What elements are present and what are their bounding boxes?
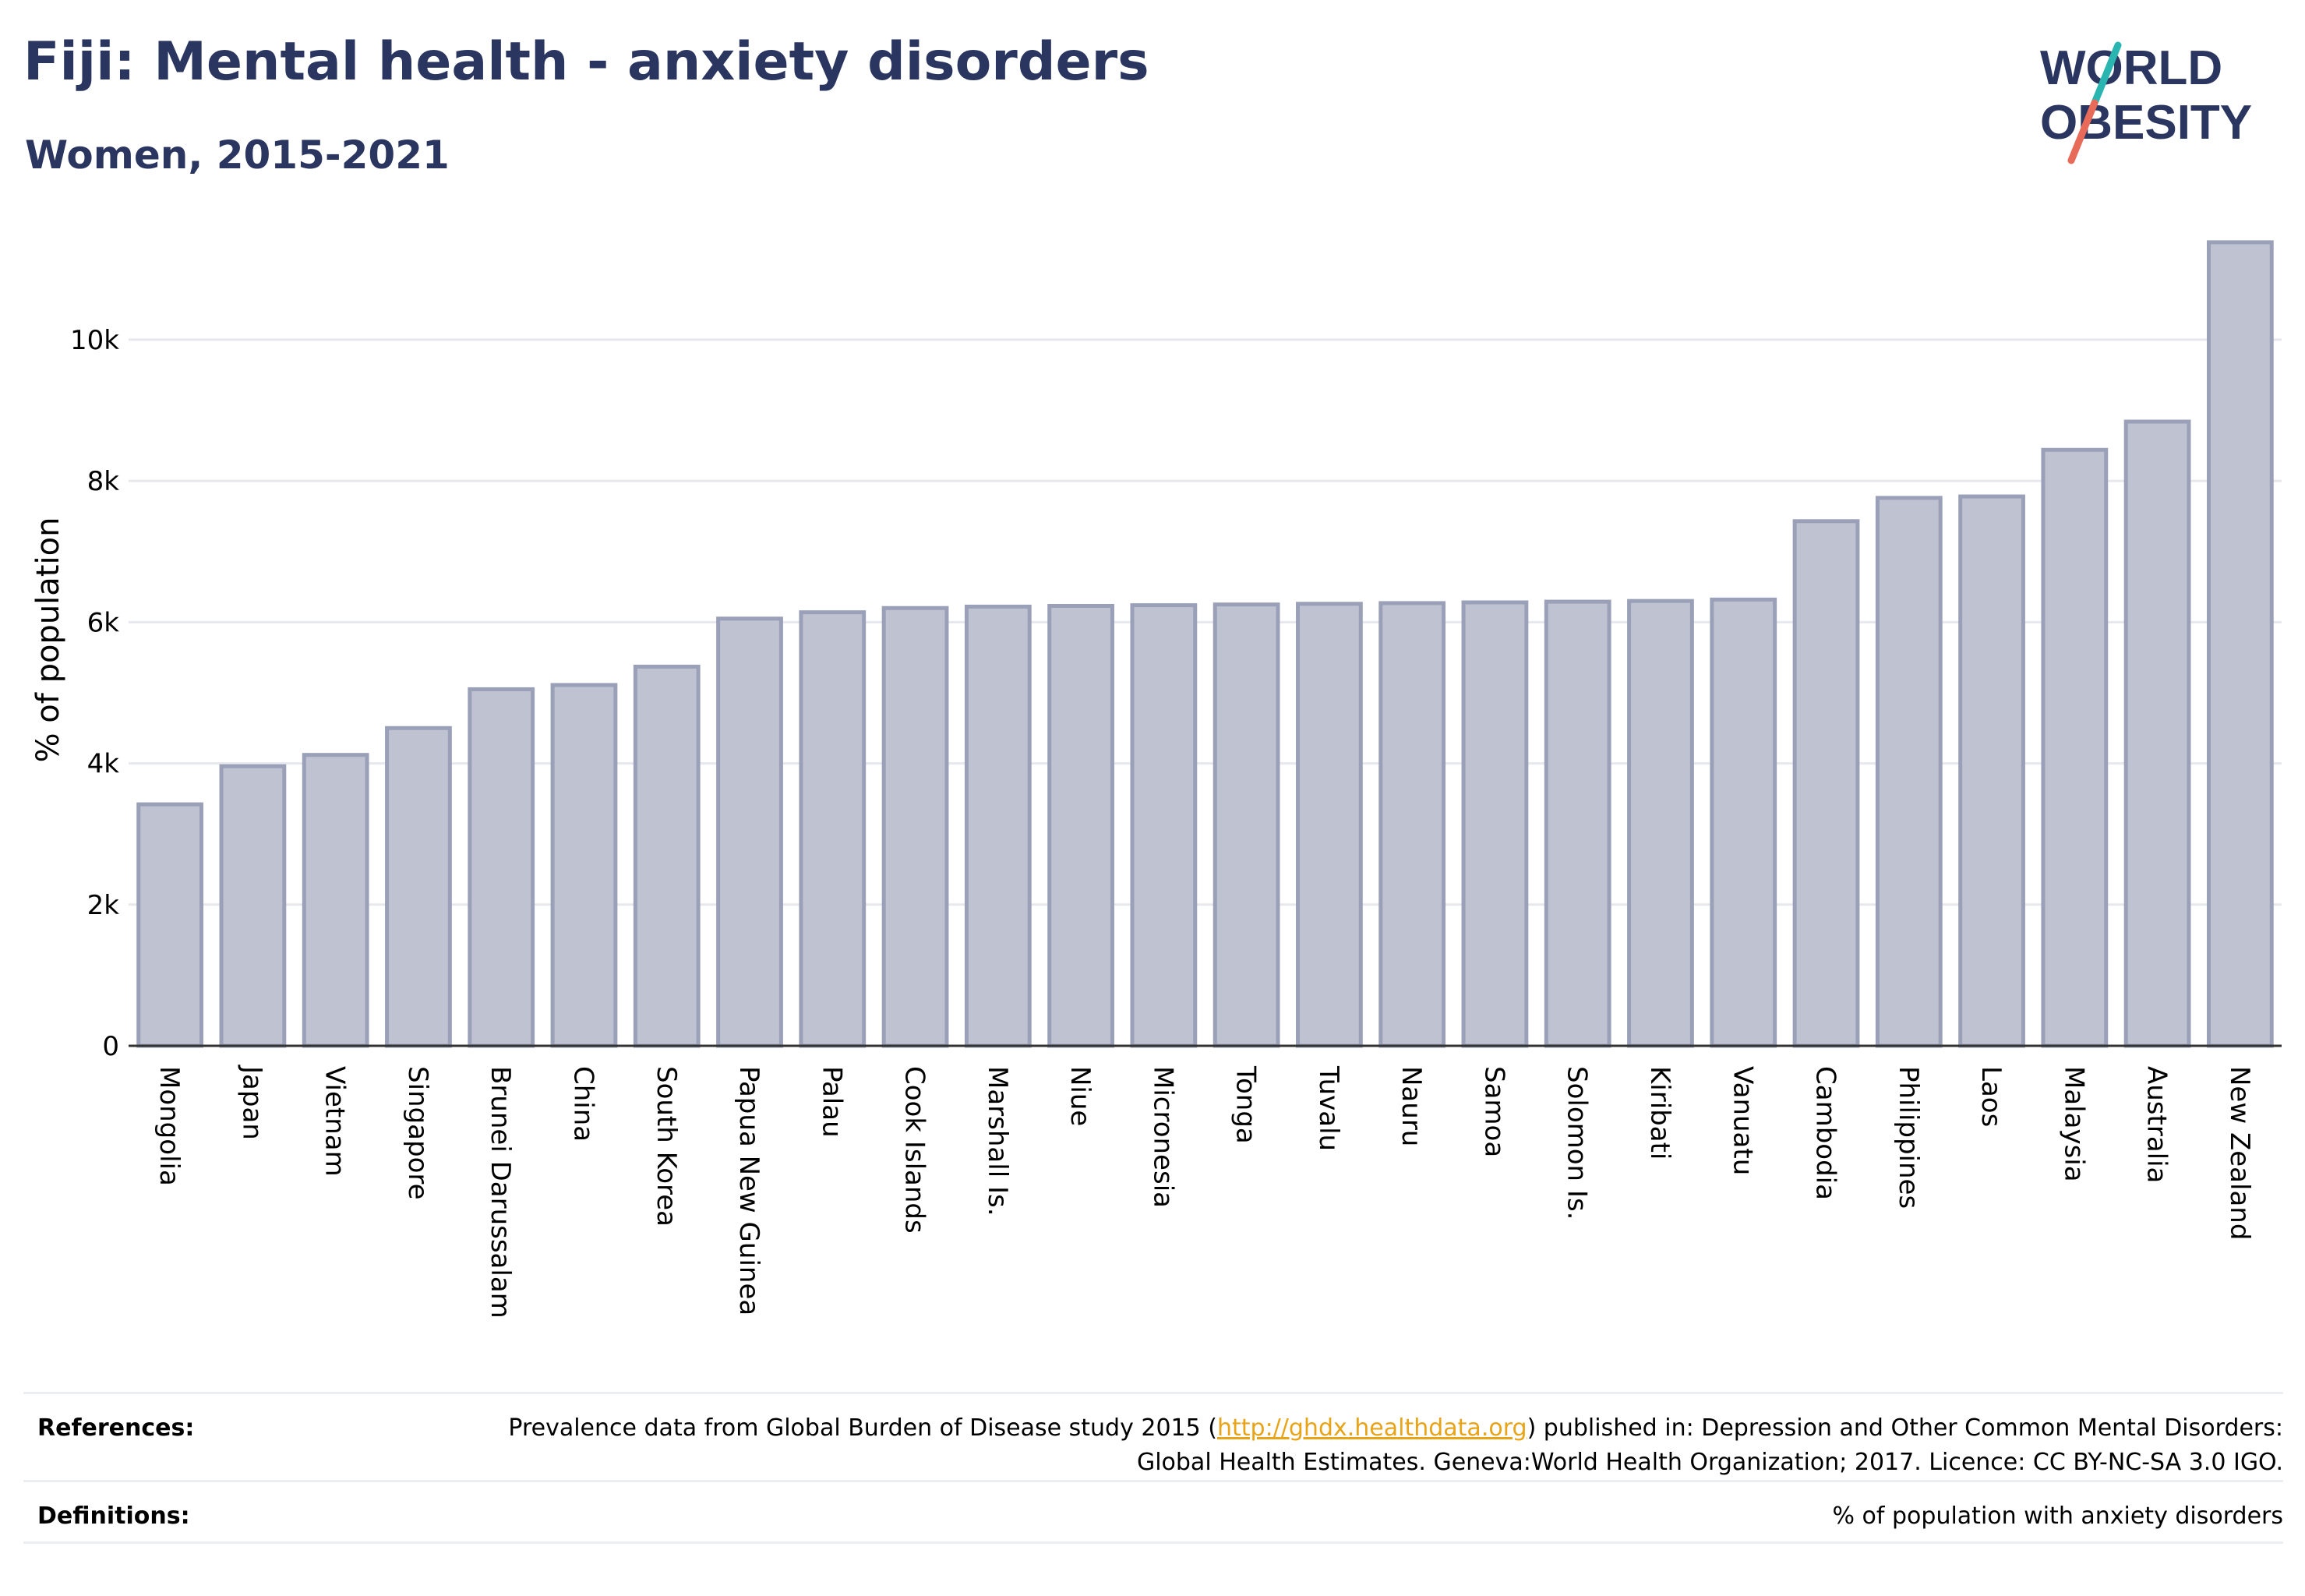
x-tick-label: Cambodia — [1810, 1066, 1841, 1200]
bar[interactable] — [1958, 494, 2025, 1048]
x-tick-label: Vanuatu — [1727, 1066, 1758, 1175]
x-tick-label: Tuvalu — [1313, 1065, 1344, 1151]
bar[interactable] — [881, 606, 949, 1048]
y-axis-label: % of population — [30, 517, 66, 763]
bar[interactable] — [1378, 601, 1446, 1048]
y-axis-ticks: 0 2k 4k 6k 8k 10k — [70, 325, 119, 1062]
x-tick-label: Australia — [2141, 1066, 2173, 1183]
bar[interactable] — [1047, 604, 1114, 1048]
bar[interactable] — [219, 764, 287, 1048]
references-row: References: Prevalence data from Global … — [23, 1392, 2283, 1480]
bar[interactable] — [468, 687, 535, 1048]
x-tick-label: Mongolia — [154, 1066, 185, 1186]
bar[interactable] — [1296, 602, 1363, 1048]
y-tick-label: 4k — [87, 749, 120, 780]
y-tick-label: 8k — [87, 466, 120, 497]
references-text-before: Prevalence data from Global Burden of Di… — [508, 1414, 1217, 1442]
bar[interactable] — [2206, 240, 2274, 1048]
x-tick-label: Cook Islands — [899, 1066, 930, 1234]
x-tick-label: Japan — [236, 1065, 267, 1140]
references-label: References: — [37, 1414, 195, 1442]
bar[interactable] — [2041, 447, 2109, 1048]
bar[interactable] — [1213, 602, 1280, 1048]
x-tick-label: Papua New Guinea — [733, 1066, 764, 1315]
x-tick-label: New Zealand — [2224, 1066, 2255, 1240]
bar[interactable] — [1130, 603, 1198, 1048]
y-tick-label: 10k — [70, 325, 119, 356]
x-tick-label: Vietnam — [319, 1066, 351, 1177]
x-axis-ticks: Mongolia Japan Vietnam Singapore Brunei Daru… — [154, 1065, 2255, 1319]
bar[interactable] — [799, 610, 867, 1048]
x-tick-label: Brunei Darussalam — [485, 1066, 516, 1319]
x-tick-label: Tonga — [1230, 1065, 1262, 1144]
x-tick-label: Samoa — [1478, 1066, 1509, 1157]
definitions-label: Definitions: — [37, 1502, 190, 1530]
bar[interactable] — [2123, 419, 2191, 1048]
bars — [136, 240, 2274, 1048]
x-tick-label: Malaysia — [2058, 1066, 2089, 1182]
x-tick-label: Laos — [1975, 1066, 2007, 1127]
x-tick-label: China — [567, 1066, 598, 1142]
bar[interactable] — [1710, 597, 1777, 1048]
bar[interactable] — [1875, 496, 1943, 1048]
bar[interactable] — [1792, 519, 1860, 1048]
bar[interactable] — [550, 683, 618, 1048]
x-tick-label: Solomon Is. — [1562, 1066, 1593, 1220]
logo-slash-top — [2091, 41, 2122, 107]
chart-subtitle: Women, 2015-2021 — [25, 132, 450, 178]
definitions-text: % of population with anxiety disorders — [1832, 1502, 2283, 1530]
references-link[interactable]: http://ghdx.healthdata.org — [1216, 1414, 1527, 1442]
bar[interactable] — [716, 616, 783, 1048]
x-tick-label: Singapore — [402, 1066, 433, 1200]
bar[interactable] — [302, 753, 369, 1048]
bar[interactable] — [964, 604, 1032, 1048]
bar[interactable] — [1627, 598, 1694, 1048]
bar[interactable] — [1461, 600, 1529, 1048]
y-tick-label: 6k — [87, 607, 120, 638]
x-tick-label: Marshall Is. — [982, 1066, 1013, 1216]
references-text: Prevalence data from Global Burden of Di… — [491, 1411, 2283, 1480]
x-tick-label: Niue — [1064, 1066, 1096, 1126]
y-tick-label: 0 — [102, 1031, 119, 1062]
bar-chart: 0 2k 4k 6k 8k 10k Mongolia Japan Vietnam Singapo… — [30, 240, 2282, 1319]
x-tick-label: Nauru — [1396, 1066, 1427, 1146]
bar[interactable] — [1544, 599, 1611, 1048]
x-tick-label: Micronesia — [1147, 1066, 1178, 1208]
x-tick-label: Kiribati — [1644, 1066, 1675, 1160]
x-tick-label: South Korea — [651, 1066, 682, 1227]
x-tick-label: Philippines — [1893, 1066, 1924, 1209]
chart-title: Fiji: Mental health - anxiety disorders — [23, 31, 1149, 93]
references-text-after: ) published in: Depression and Other Com… — [1136, 1414, 2283, 1476]
logo-slash-bottom — [2067, 99, 2099, 164]
x-tick-label: Palau — [816, 1066, 847, 1138]
world-obesity-logo: WORLD OBESITY — [2040, 41, 2252, 164]
definitions-row: Definitions: % of population with anxiet… — [23, 1480, 2283, 1544]
logo-line-1: WORLD — [2040, 41, 2222, 95]
bar[interactable] — [633, 664, 701, 1048]
footer: References: Prevalence data from Global … — [23, 1392, 2283, 1544]
bar[interactable] — [385, 726, 452, 1048]
logo-line-2: OBESITY — [2040, 96, 2252, 150]
bar[interactable] — [136, 802, 204, 1048]
y-tick-label: 2k — [87, 890, 120, 921]
